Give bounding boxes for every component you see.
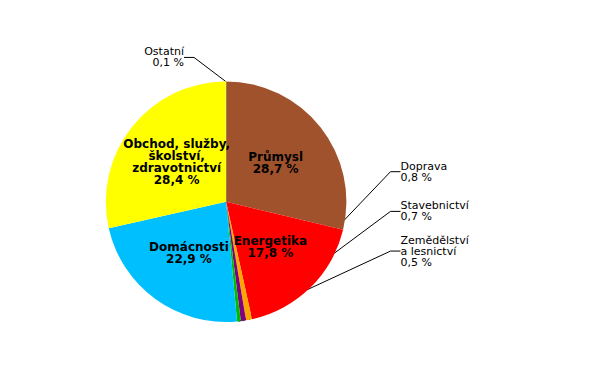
svg-text:Stavebnictví: Stavebnictví: [400, 199, 469, 213]
svg-text:28,4 %: 28,4 %: [154, 173, 200, 187]
svg-text:0,8 %: 0,8 %: [401, 171, 432, 184]
svg-text:a lesnictví: a lesnictví: [400, 244, 457, 258]
svg-text:Průmysl: Průmysl: [248, 149, 304, 164]
svg-text:17,8 %: 17,8 %: [247, 246, 293, 260]
svg-text:Doprava: Doprava: [400, 159, 448, 173]
svg-text:Ostatní: Ostatní: [144, 45, 184, 59]
svg-text:0,7 %: 0,7 %: [401, 210, 432, 223]
svg-text:28,7 %: 28,7 %: [253, 162, 299, 176]
svg-text:zdravotnictví: zdravotnictví: [132, 161, 222, 176]
svg-text:22,9 %: 22,9 %: [166, 252, 212, 266]
svg-text:0,5 %: 0,5 %: [401, 256, 432, 269]
svg-text:0,1 %: 0,1 %: [153, 56, 184, 69]
svg-text:Domácnosti: Domácnosti: [149, 239, 229, 254]
svg-text:Zemědělství: Zemědělství: [400, 233, 469, 247]
svg-text:Energetika: Energetika: [233, 233, 308, 248]
svg-text:Obchod, služby,: Obchod, služby,: [123, 137, 231, 152]
svg-text:školství,: školství,: [148, 149, 205, 164]
